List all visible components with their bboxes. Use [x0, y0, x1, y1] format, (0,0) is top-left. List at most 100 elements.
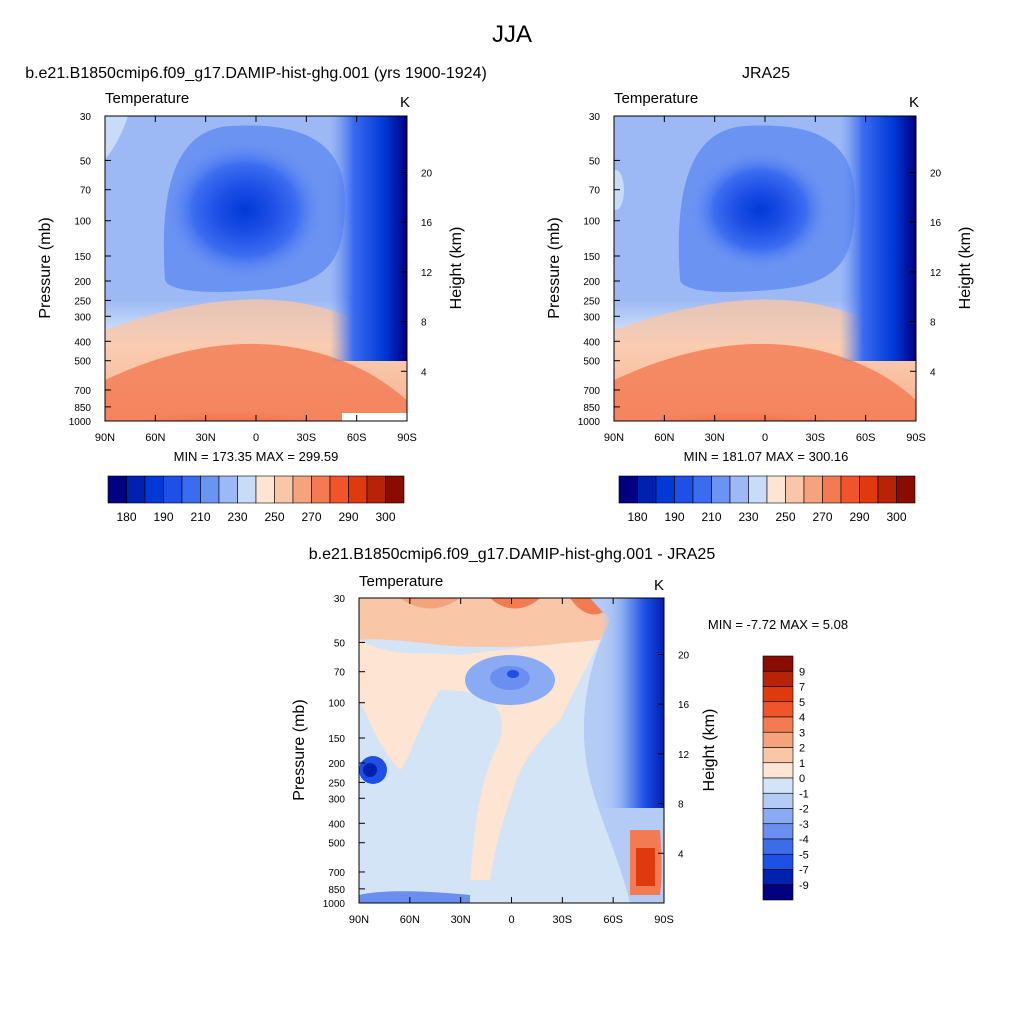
- y-tick-label: 300: [74, 312, 91, 323]
- x-tick-label: 60N: [654, 432, 674, 444]
- colorbar-label: 5: [799, 697, 805, 709]
- colorbar-label: 250: [264, 510, 284, 524]
- y2-tick-label: 16: [421, 218, 433, 229]
- y-tick-label: 700: [328, 868, 345, 879]
- colorbar-swatch: [762, 686, 794, 703]
- panel-model: b.e21.B1850cmip6.f09_g17.DAMIP-hist-ghg.…: [25, 65, 487, 422]
- x-tick-label: 0: [508, 914, 514, 926]
- y-tick-label: 300: [583, 312, 600, 323]
- x-tick-label: 30S: [806, 432, 826, 444]
- colorbar-label: 270: [301, 510, 321, 524]
- colorbar-swatch: [896, 475, 916, 504]
- y-tick-label: 50: [589, 156, 601, 167]
- colorbar-label: 7: [799, 682, 805, 694]
- contour-field: [614, 116, 916, 421]
- colorbar-swatch: [840, 475, 860, 504]
- y-tick-label: 1000: [69, 417, 92, 428]
- y2-tick-label: 16: [930, 218, 942, 229]
- colorbar-label: 3: [799, 727, 805, 739]
- colorbar-swatch: [762, 838, 794, 855]
- panel-obs: JRA25 Temperature K: [613, 65, 919, 422]
- x-tick-label: 90S: [654, 914, 674, 926]
- y-tick-label: 70: [80, 186, 92, 197]
- colorbar-label: -5: [799, 849, 809, 861]
- colorbar-swatch: [292, 475, 312, 504]
- colorbar-label: 0: [799, 773, 805, 785]
- colorbar-label: 190: [664, 510, 684, 524]
- y2-tick-label: 8: [421, 318, 427, 329]
- colorbar-swatch: [748, 475, 768, 504]
- y-tick-label: 30: [80, 112, 92, 123]
- x-tick-label: 30N: [705, 432, 725, 444]
- y-tick-label: 150: [328, 734, 345, 745]
- colorbar-swatch: [107, 475, 127, 504]
- colorbar-label: 1: [799, 758, 805, 770]
- y-tick-label: 250: [583, 296, 600, 307]
- generated-marks: 90N 60N 30N 0 30S 60S 90S305070100150200250300…: [69, 112, 942, 926]
- colorbar-swatch: [762, 808, 794, 825]
- y-tick-label: 400: [583, 337, 600, 348]
- panel-stats: MIN = 181.07 MAX = 300.16: [684, 449, 849, 464]
- colorbar-label: -1: [799, 788, 809, 800]
- y-tick-label: 70: [589, 186, 601, 197]
- x-tick-label: 30N: [196, 432, 216, 444]
- y-tick-label: 850: [583, 403, 600, 414]
- colorbar-label: -4: [799, 834, 809, 846]
- y2-tick-label: 12: [421, 268, 433, 279]
- colorbar-swatch: [877, 475, 897, 504]
- panel-title: b.e21.B1850cmip6.f09_g17.DAMIP-hist-ghg.…: [309, 546, 716, 563]
- colorbar-label: 210: [190, 510, 210, 524]
- y2-tick-label: 4: [421, 367, 427, 378]
- colorbar-swatch: [762, 792, 794, 809]
- colorbar-swatch: [762, 869, 794, 886]
- colorbar-label: 2: [799, 743, 805, 755]
- y-axis-title: Pressure (mb): [546, 217, 563, 318]
- colorbar-swatch: [762, 716, 794, 733]
- colorbar-swatch: [655, 475, 675, 504]
- y2-tick-label: 20: [421, 168, 433, 179]
- colorbar-swatch: [803, 475, 823, 504]
- colorbar-swatch: [785, 475, 805, 504]
- y-tick-label: 300: [328, 794, 345, 805]
- colorbar-swatch: [255, 475, 275, 504]
- colorbar-label: 290: [849, 510, 869, 524]
- panel-unit-label: K: [909, 94, 919, 111]
- y-tick-label: 850: [74, 403, 91, 414]
- y-tick-label: 700: [74, 386, 91, 397]
- y2-tick-label: 8: [930, 318, 936, 329]
- colorbar-label: 230: [227, 510, 247, 524]
- colorbar-label: 300: [375, 510, 395, 524]
- panel-left-label: Temperature: [359, 573, 443, 590]
- x-tick-label: 30S: [297, 432, 317, 444]
- colorbar-swatch: [311, 475, 331, 504]
- colorbar-label: 210: [701, 510, 721, 524]
- y-tick-label: 70: [334, 668, 346, 679]
- x-tick-label: 90S: [906, 432, 926, 444]
- colorbar-swatch: [822, 475, 842, 504]
- y-tick-label: 400: [328, 819, 345, 830]
- y-tick-label: 150: [583, 252, 600, 263]
- y-tick-label: 100: [583, 217, 600, 228]
- y-tick-label: 200: [328, 759, 345, 770]
- y-tick-label: 250: [328, 778, 345, 789]
- colorbar-swatch: [637, 475, 657, 504]
- y2-tick-label: 16: [678, 700, 690, 711]
- colorbar-label: 230: [738, 510, 758, 524]
- colorbar-label: 180: [116, 510, 136, 524]
- x-tick-label: 30N: [451, 914, 471, 926]
- colorbar-label: -9: [799, 880, 809, 892]
- panel-left-label: Temperature: [614, 90, 698, 107]
- y-axis-title: Pressure (mb): [37, 217, 54, 318]
- y-tick-label: 200: [74, 277, 91, 288]
- panel-unit-label: K: [400, 94, 410, 111]
- colorbar-swatch: [711, 475, 731, 504]
- colorbar-swatch: [237, 475, 257, 504]
- colorbar-swatch: [859, 475, 879, 504]
- panel-diff: b.e21.B1850cmip6.f09_g17.DAMIP-hist-ghg.…: [309, 546, 848, 904]
- page-title: JJA: [492, 21, 532, 48]
- y-tick-label: 200: [583, 277, 600, 288]
- y2-tick-label: 20: [930, 168, 942, 179]
- x-tick-label: 90S: [397, 432, 417, 444]
- x-tick-label: 0: [253, 432, 259, 444]
- y-tick-label: 500: [328, 839, 345, 850]
